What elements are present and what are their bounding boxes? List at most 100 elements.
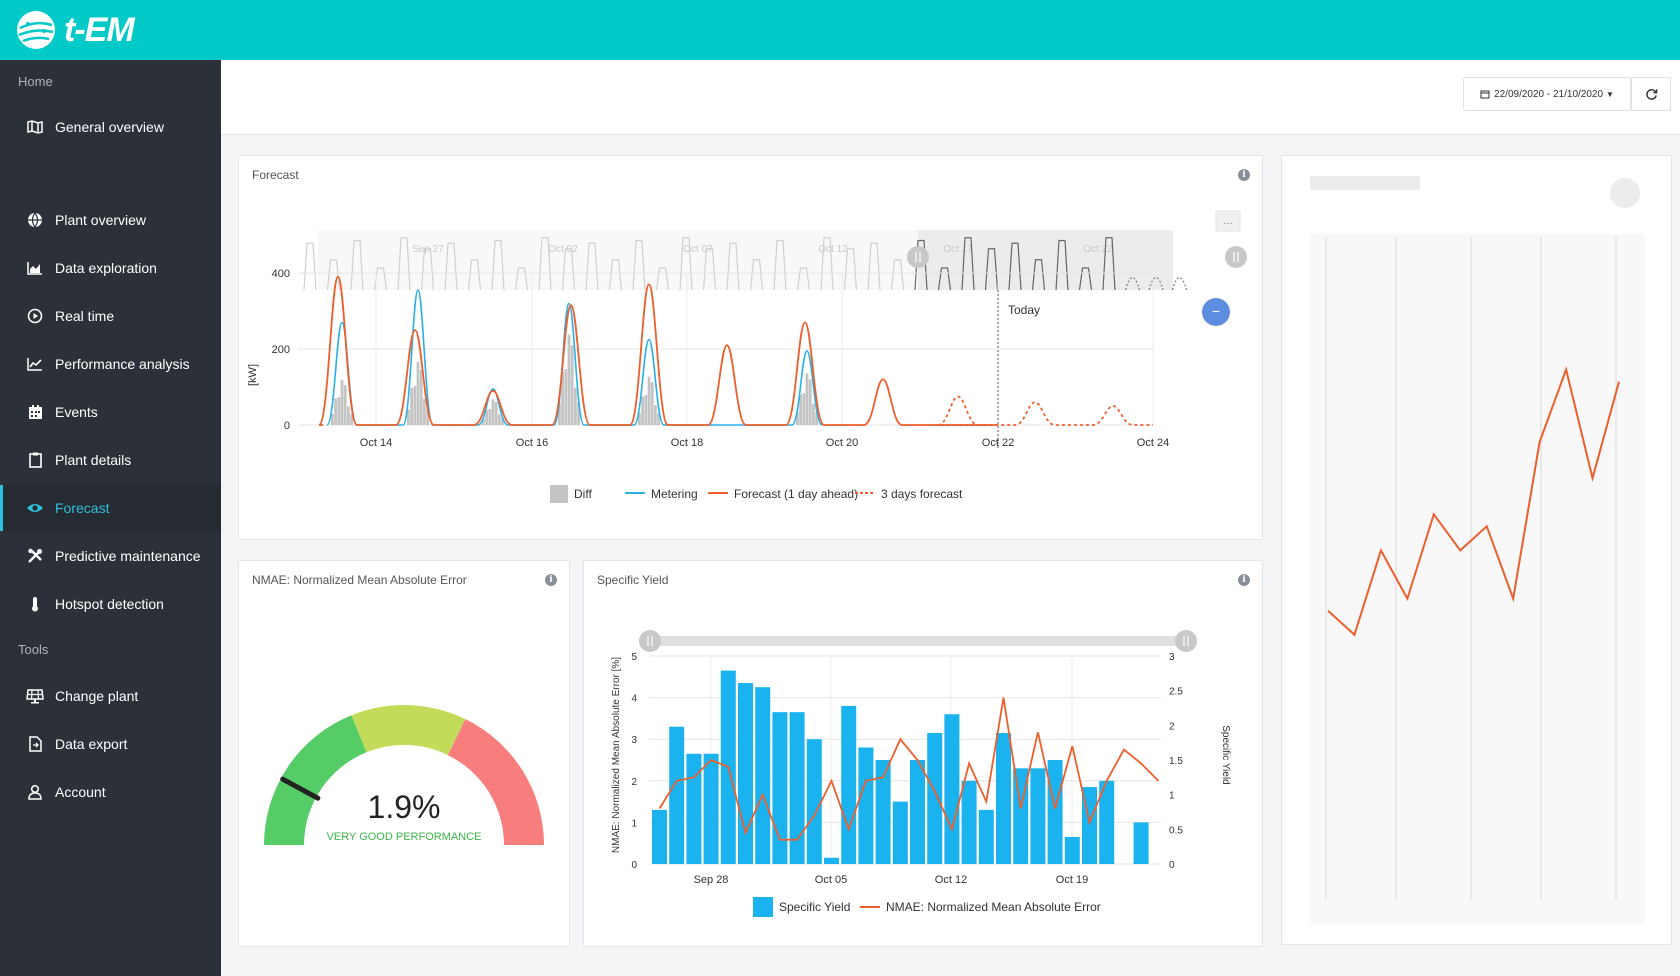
diff-bar (343, 385, 347, 425)
bar (858, 747, 874, 864)
y-left-tick-label: 1 (631, 818, 637, 829)
bar (1047, 760, 1063, 864)
y-left-tick-label: 3 (631, 735, 637, 746)
navigator-handle-right[interactable] (1225, 246, 1247, 268)
x-tick-label: Oct 19 (1056, 874, 1088, 886)
info-icon[interactable]: i (545, 574, 557, 586)
info-icon[interactable]: i (1238, 574, 1250, 586)
legend: Specific Yield NMAE: Normalized Mean Abs… (753, 897, 1101, 917)
diff-bar (650, 382, 654, 425)
forecast-card: Forecast i (238, 155, 1263, 540)
y-right-tick-label: 3 (1169, 652, 1175, 663)
diff-bar (482, 418, 485, 425)
sidebar-item-general-overview[interactable]: General overview (0, 104, 221, 150)
sidebar-item-label: Account (55, 784, 106, 800)
diff-bar (337, 397, 341, 425)
legend: Diff Metering Forecast (1 day ahead) 3 d… (550, 485, 963, 503)
sidebar: Home General overview Plant overview Dat… (0, 60, 221, 976)
sidebar-item-label: Events (55, 404, 98, 420)
diff-bar (570, 345, 574, 425)
gauge-needle (280, 776, 321, 801)
bar (910, 760, 925, 864)
diff-bar (561, 371, 564, 425)
navigator-handle-left[interactable] (907, 246, 929, 268)
bar (996, 732, 1011, 864)
range-slider-handle-right[interactable] (1175, 630, 1197, 652)
nmae-card: NMAE: Normalized Mean Absolute Error i (238, 560, 570, 947)
sidebar-item-plant-details[interactable]: Plant details (0, 437, 221, 483)
map-icon (25, 117, 45, 137)
title-placeholder (1310, 176, 1420, 190)
diff-bar (416, 362, 420, 425)
series-nmae (658, 697, 1159, 841)
x-tick-label: Sep 28 (694, 874, 729, 886)
loading-line-chart (1325, 237, 1620, 900)
chart-menu-button[interactable]: … (1215, 210, 1241, 232)
sidebar-item-label: Hotspot detection (55, 596, 164, 612)
refresh-button[interactable] (1631, 77, 1671, 111)
diff-bar (485, 409, 488, 425)
line-chart-icon (25, 354, 45, 374)
loading-card (1281, 155, 1672, 945)
sidebar-item-predictive-maintenance[interactable]: Predictive maintenance (0, 533, 221, 579)
clipboard-icon (25, 450, 45, 470)
diff-bar (491, 399, 495, 425)
sidebar-item-forecast[interactable]: Forecast (0, 485, 221, 531)
chart-menu-label: … (1223, 216, 1233, 227)
sidebar-item-hotspot-detection[interactable]: Hotspot detection (0, 581, 221, 627)
series-metering (326, 289, 823, 426)
diff-bar (423, 399, 426, 425)
sidebar-item-account[interactable]: Account (0, 769, 221, 815)
info-icon[interactable]: i (1238, 169, 1250, 181)
bar (772, 712, 788, 864)
bar (927, 732, 943, 864)
bar (789, 712, 805, 864)
bar (1030, 768, 1046, 864)
file-export-icon (25, 734, 45, 754)
specific-yield-chart: 0 1 2 3 4 5 0 0.5 1 1.5 2 2.5 3 Sep 28 Oct 05 Oct 12 Oct… (611, 630, 1231, 917)
sidebar-item-data-exploration[interactable]: Data exploration (0, 245, 221, 291)
sidebar-item-label: Plant overview (55, 212, 147, 228)
diff-bar (426, 409, 429, 425)
chart-placeholder (1310, 234, 1645, 924)
range-slider-track[interactable] (646, 636, 1183, 646)
navigator-selection[interactable] (918, 230, 1173, 290)
diff-bar (340, 379, 344, 425)
navigator-history-line (303, 237, 905, 291)
legend-diff-swatch (550, 485, 568, 503)
sidebar-item-events[interactable]: Events (0, 389, 221, 435)
diff-bar (419, 369, 423, 425)
bar (669, 726, 685, 864)
bar (686, 753, 702, 864)
range-slider-handle-left[interactable] (639, 630, 661, 652)
globe-icon (25, 210, 45, 230)
sidebar-item-data-export[interactable]: Data export (0, 721, 221, 767)
legend-forecast: Forecast (1 day ahead) (734, 487, 858, 501)
sidebar-item-performance-analysis[interactable]: Performance analysis (0, 341, 221, 387)
sidebar-item-real-time[interactable]: Real time (0, 293, 221, 339)
bar (824, 857, 839, 864)
sidebar-item-label: Change plant (55, 688, 139, 704)
diff-bar (498, 414, 501, 425)
date-range-picker[interactable]: 22/09/2020 - 21/10/2020 ▼ (1463, 77, 1631, 111)
card-title: NMAE: Normalized Mean Absolute Error (252, 573, 467, 587)
diff-bar (802, 393, 806, 425)
zoom-out-button[interactable]: − (1202, 298, 1230, 326)
diff-bar (812, 403, 815, 425)
sidebar-section-tools: Tools (18, 642, 49, 657)
diff-bar (647, 376, 651, 425)
diff-bar (641, 396, 644, 425)
diff-bar (331, 413, 334, 425)
diff-bar (350, 413, 353, 425)
legend-3day: 3 days forecast (881, 487, 963, 501)
sidebar-item-change-plant[interactable]: Change plant (0, 673, 221, 719)
calendar-icon (25, 402, 45, 422)
y-tick-label: 400 (272, 268, 290, 280)
y-left-tick-label: 2 (631, 777, 637, 788)
play-circle-icon (25, 306, 45, 326)
legend-diff: Diff (574, 487, 592, 501)
logo[interactable]: t-EM (14, 8, 135, 52)
bar (1099, 780, 1115, 864)
sidebar-item-plant-overview[interactable]: Plant overview (0, 197, 221, 243)
legend-nmae: NMAE: Normalized Mean Absolute Error (886, 900, 1101, 914)
